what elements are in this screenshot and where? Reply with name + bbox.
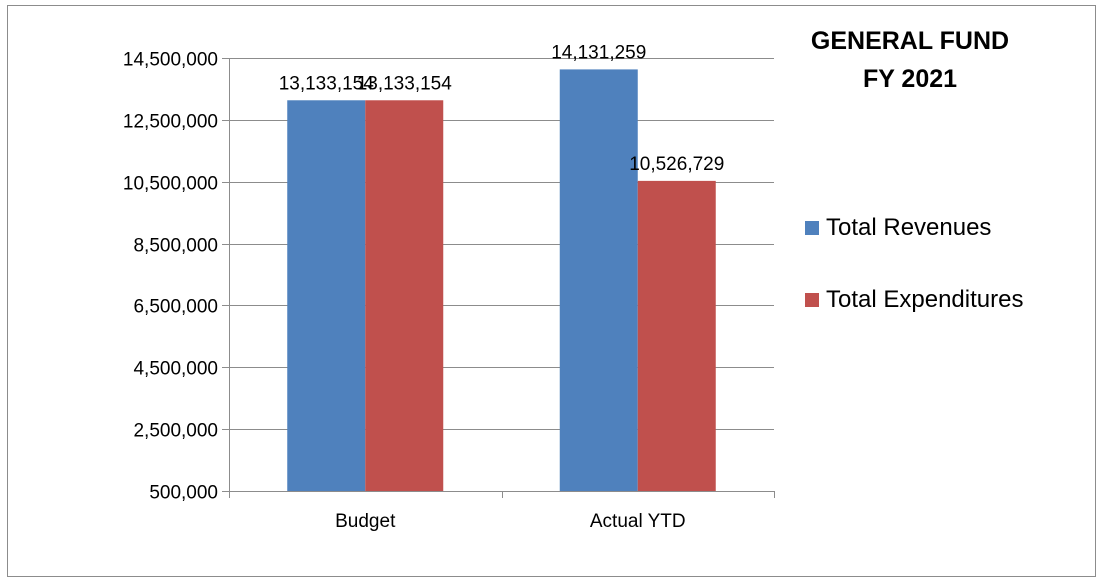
y-tick-label: 10,500,000 <box>123 174 218 195</box>
bar-total-expenditures <box>637 180 716 492</box>
y-tick-label: 14,500,000 <box>123 50 218 71</box>
legend-swatch-total-revenues <box>805 221 819 235</box>
legend: Total Revenues Total Expenditures <box>805 208 1023 352</box>
bar-total-revenues <box>559 69 638 491</box>
y-tick-label: 8,500,000 <box>133 236 218 257</box>
legend-item-total-expenditures: Total Expenditures <box>805 280 1023 320</box>
data-label: 14,131,259 <box>551 42 646 63</box>
y-tick-label: 2,500,000 <box>133 421 218 442</box>
x-tick-label: Actual YTD <box>590 511 686 532</box>
bar-total-expenditures <box>365 100 444 491</box>
y-tick-label: 6,500,000 <box>133 297 218 318</box>
data-label: 13,133,154 <box>279 73 375 94</box>
legend-item-total-revenues: Total Revenues <box>805 208 1023 248</box>
chart-title: GENERAL FUND FY 2021 <box>790 22 1030 98</box>
y-tick-label: 12,500,000 <box>123 112 218 133</box>
chart-title-line-1: GENERAL FUND <box>810 27 1010 55</box>
chart-frame <box>7 5 1096 577</box>
bar-total-revenues <box>287 100 366 491</box>
legend-swatch-total-expenditures <box>805 293 819 307</box>
x-tick-label: Budget <box>335 511 396 532</box>
y-tick-label: 500,000 <box>149 483 218 504</box>
data-label: 10,526,729 <box>629 154 724 175</box>
data-label: 13,133,154 <box>357 73 453 94</box>
legend-label-total-revenues: Total Revenues <box>826 214 992 241</box>
y-tick-label: 4,500,000 <box>133 359 218 380</box>
chart-title-line-2: FY 2021 <box>862 65 958 93</box>
legend-label-total-expenditures: Total Expenditures <box>826 286 1024 313</box>
